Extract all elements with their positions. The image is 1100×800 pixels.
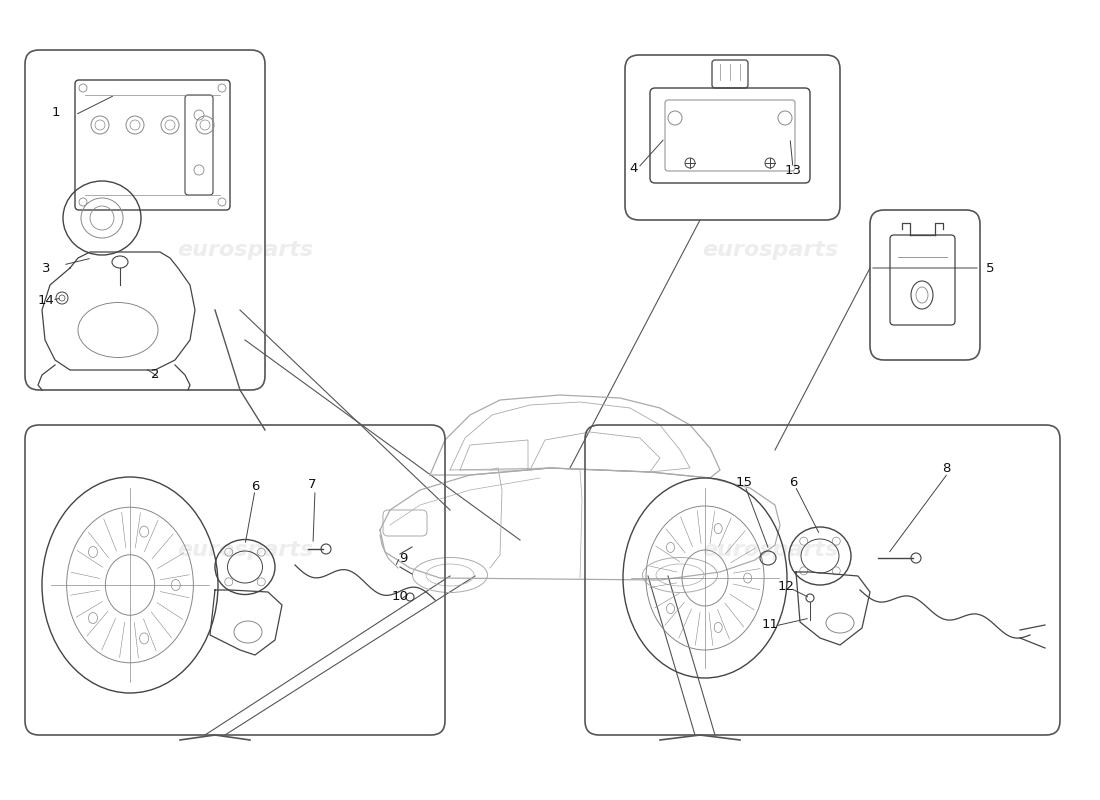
Text: 1: 1 (52, 106, 60, 118)
Text: eurosparts: eurosparts (702, 540, 838, 560)
Text: 14: 14 (37, 294, 54, 306)
Text: 10: 10 (392, 590, 408, 602)
Text: 8: 8 (942, 462, 950, 475)
Text: eurosparts: eurosparts (177, 240, 314, 260)
Text: eurosparts: eurosparts (702, 240, 838, 260)
Text: 7: 7 (308, 478, 317, 490)
Text: 13: 13 (784, 163, 802, 177)
Text: 4: 4 (630, 162, 638, 174)
Text: 3: 3 (42, 262, 51, 274)
Text: 6: 6 (789, 475, 797, 489)
Text: 12: 12 (778, 581, 794, 594)
Text: eurosparts: eurosparts (177, 540, 314, 560)
Text: 11: 11 (761, 618, 779, 631)
Text: 5: 5 (986, 262, 994, 274)
Text: 15: 15 (736, 475, 752, 489)
Text: 9: 9 (399, 551, 407, 565)
Text: 2: 2 (151, 369, 160, 382)
Text: 6: 6 (251, 481, 260, 494)
